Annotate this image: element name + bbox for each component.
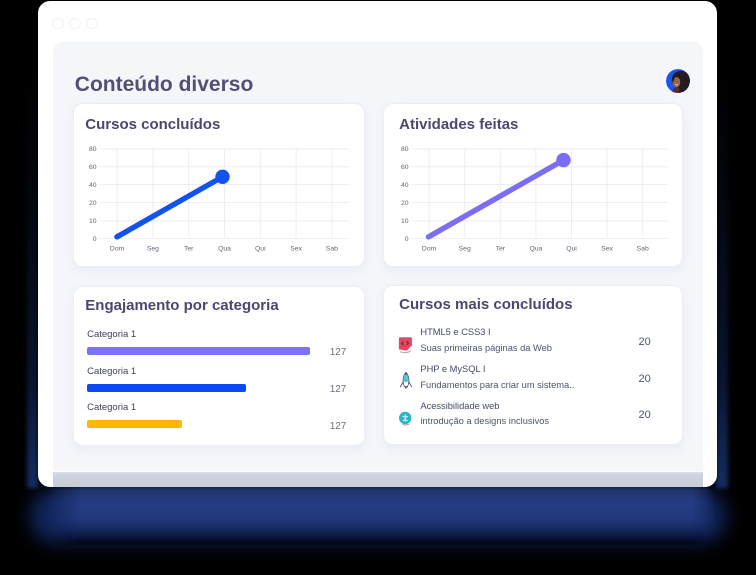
svg-text:10: 10 [401, 219, 409, 226]
svg-text:60: 60 [401, 164, 409, 171]
svg-text:0: 0 [93, 236, 97, 243]
svg-text:Ter: Ter [495, 246, 505, 253]
svg-text:20: 20 [401, 200, 409, 207]
svg-text:Sab: Sab [326, 246, 338, 253]
svg-text:Qua: Qua [529, 246, 542, 253]
svg-text:Sex: Sex [601, 246, 613, 253]
svg-text:Qua: Qua [218, 246, 231, 253]
svg-text:40: 40 [89, 182, 97, 189]
svg-text:0: 0 [405, 236, 409, 243]
svg-text:40: 40 [401, 182, 409, 189]
svg-text:Sab: Sab [637, 246, 649, 253]
svg-text:Dom: Dom [422, 246, 437, 253]
svg-text:Qui: Qui [255, 246, 266, 253]
svg-text:Seg: Seg [459, 246, 471, 253]
svg-text:80: 80 [401, 147, 409, 154]
svg-text:60: 60 [89, 164, 97, 171]
svg-text:Ter: Ter [184, 246, 194, 253]
svg-text:Dom: Dom [110, 246, 125, 253]
svg-text:80: 80 [89, 147, 97, 154]
svg-text:20: 20 [89, 200, 97, 207]
svg-text:10: 10 [89, 219, 97, 226]
svg-text:Qui: Qui [566, 246, 577, 253]
svg-text:Sex: Sex [290, 246, 302, 253]
svg-text:Seg: Seg [147, 246, 159, 253]
